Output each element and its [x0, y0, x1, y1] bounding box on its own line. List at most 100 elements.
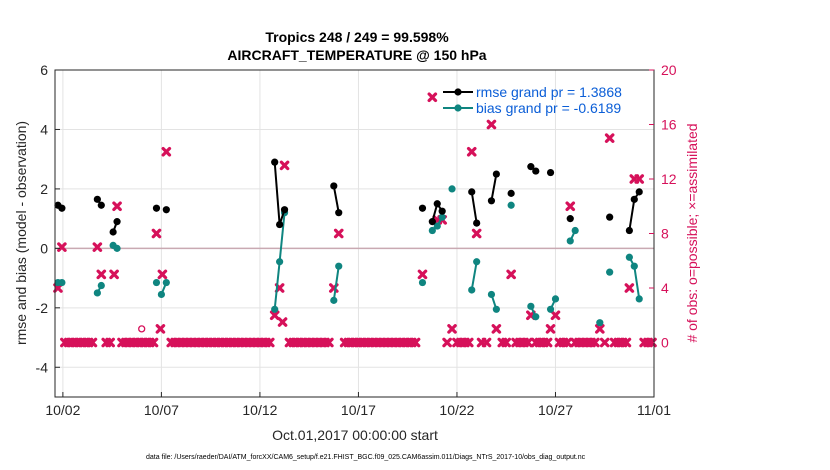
obs-cross-b-113: [523, 337, 533, 348]
bias-point-6-1: [335, 262, 343, 270]
obs-cross-b-123: [562, 337, 573, 348]
obs-assimilated-marker-9: [87, 337, 98, 348]
obs-cross-b-24: [148, 337, 159, 348]
left-y-tick-label-1: -2: [36, 300, 49, 316]
obs-cross-b-90: [410, 337, 421, 348]
rmse-point-15-0: [606, 213, 614, 221]
obs-cross-b-118: [542, 337, 553, 348]
obs-cross-b-100: [463, 337, 474, 348]
rmse-point-8-0: [428, 218, 436, 226]
x-tick-label-5: 10/27: [538, 402, 573, 418]
obs-assimilated-marker-27: [157, 269, 168, 280]
rmse-point-1-1: [97, 201, 105, 209]
obs-assimilated-marker-54: [264, 337, 275, 348]
bias-point-18-0: [625, 253, 633, 261]
rmse-point-10-0: [487, 197, 496, 205]
obs-cross-b-92: [427, 92, 438, 103]
left-y-tick-label-4: 4: [40, 121, 48, 137]
obs-assimilated-marker-90: [410, 337, 421, 348]
obs-cross-b-104: [481, 337, 492, 348]
x-tick-label-2: 10/12: [242, 402, 277, 418]
plot-area: [55, 70, 654, 397]
obs-cross-b-138: [624, 283, 635, 293]
obs-assimilated-marker-96: [447, 324, 457, 334]
obs-assimilated-marker-92: [427, 92, 438, 103]
bias-point-5-0: [271, 305, 279, 313]
obs-cross-b-120: [550, 310, 561, 321]
bias-point-8-2: [438, 213, 446, 221]
obs-assimilated-marker-105: [486, 119, 497, 130]
obs-cross-b-10: [92, 242, 103, 252]
bias-point-4-0: [157, 290, 166, 299]
bias-point-14-0: [546, 305, 555, 313]
bias-point-11-1: [492, 305, 500, 313]
obs-cross-b-96: [447, 324, 457, 334]
obs-cross-b-101: [466, 146, 477, 157]
obs-cross-b-108: [501, 337, 512, 348]
obs-cross-b-133: [604, 133, 615, 143]
bias-point-4-1: [162, 278, 170, 287]
rmse-point-8-2: [438, 207, 446, 215]
bias-point-1-1: [97, 281, 105, 290]
obs-assimilated-marker-57: [277, 317, 288, 327]
obs-assimilated-marker-130: [590, 337, 600, 348]
obs-assimilated-marker-120: [550, 310, 561, 321]
rmse-point-5-0: [271, 158, 279, 166]
bias-point-11-0: [487, 290, 496, 299]
rmse-point-16-2: [635, 188, 643, 196]
obs-cross-b-130: [590, 337, 600, 348]
bias-line-10: [470, 261, 478, 291]
rmse-point-11-0: [507, 189, 515, 197]
left-y-tick-label-2: 0: [40, 240, 48, 256]
obs-assimilated-marker-131: [595, 324, 605, 334]
obs-assimilated-marker-119: [545, 324, 556, 334]
right-y-tick-label-0: 0: [661, 335, 669, 351]
obs-assimilated-marker-58: [279, 160, 290, 171]
bias-point-2-1: [113, 244, 121, 252]
obs-assimilated-marker-11: [96, 269, 107, 280]
obs-cross-b-26: [155, 324, 166, 334]
obs-assimilated-marker-1: [57, 242, 67, 252]
rmse-line-10: [490, 173, 498, 201]
obs-cross-b-140: [634, 174, 645, 184]
bias-point-6-0: [330, 296, 338, 304]
obs-assimilated-marker-71: [333, 228, 344, 239]
obs-cross-b-15: [112, 201, 122, 212]
obs-cross-b-119: [545, 324, 556, 334]
rmse-point-12-1: [532, 167, 540, 175]
rmse-point-9-1: [473, 219, 481, 227]
obs-assimilated-marker-100: [463, 337, 474, 348]
obs-assimilated-marker-132: [599, 337, 610, 348]
rmse-point-1-0: [93, 195, 101, 203]
obs-assimilated-marker-123: [562, 337, 573, 348]
obs-cross-b-1: [57, 242, 67, 252]
rmse-point-12-0: [527, 163, 535, 171]
bias-point-15-0: [566, 237, 574, 245]
obs-cross-b-69: [324, 337, 334, 348]
bias-point-15-1: [571, 226, 579, 235]
bias-point-17-0: [606, 268, 614, 276]
right-y-tick-label-4: 16: [661, 117, 677, 133]
right-y-tick-label-1: 4: [661, 280, 669, 296]
x-axis-ticks: 10/02 10/07 10/12 10/17 10/22 10/27 11/01: [45, 392, 671, 418]
obs-cross-b-58: [279, 160, 290, 171]
legend: rmse grand pr = 1.3868 bias grand pr = -…: [443, 84, 622, 116]
left-y-tick-label-0: -4: [36, 359, 49, 375]
obs-assimilated-marker-69: [324, 337, 334, 348]
obs-cross-b-91: [417, 269, 428, 280]
obs-assimilated-marker-95: [442, 337, 452, 348]
obs-cross-b-27: [157, 269, 168, 280]
left-y-tick-label-5: 6: [40, 62, 48, 78]
rmse-point-6-1: [335, 209, 343, 217]
obs-assimilated-marker-102: [471, 228, 482, 239]
x-axis-label: Oct.01,2017 00:00:00 start: [272, 427, 438, 443]
rmse-point-0-1: [58, 204, 66, 212]
legend-rmse-label: rmse grand pr = 1.3868: [476, 84, 622, 100]
right-y-axis-ticks: 0 4 8 12 16 20: [649, 62, 677, 351]
obs-assimilated-marker-25: [151, 228, 162, 239]
obs-cross-b-102: [471, 228, 482, 239]
obs-cross-b-28: [161, 146, 172, 157]
rmse-point-14-0: [566, 215, 574, 223]
rmse-point-2-0: [109, 228, 117, 236]
obs-cross-b-11: [96, 269, 107, 280]
